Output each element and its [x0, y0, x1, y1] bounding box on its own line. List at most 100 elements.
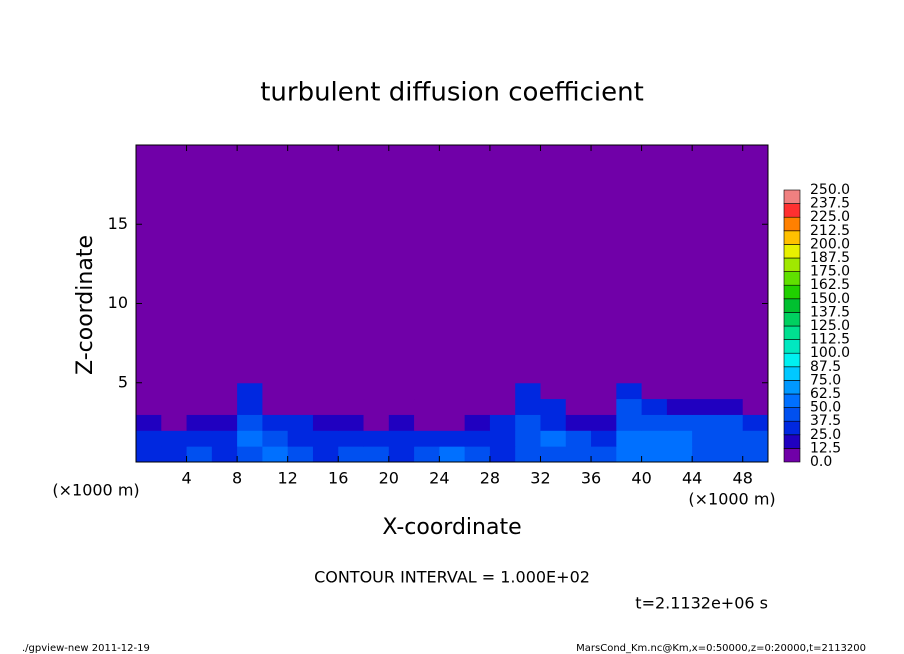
heat-cell: [591, 430, 617, 447]
colorbar-label: 187.5: [810, 250, 850, 266]
x-tick-label: 20: [379, 469, 399, 488]
heat-cell: [565, 430, 592, 447]
heat-cell: [692, 145, 718, 384]
x-tick-label: 48: [733, 469, 753, 488]
heat-cell: [186, 398, 213, 415]
heat-cell: [717, 446, 744, 463]
heat-cell: [464, 430, 491, 447]
colorbar-label: 12.5: [810, 440, 841, 456]
heat-cell: [338, 446, 365, 463]
heat-cell: [591, 382, 617, 400]
heat-cell: [565, 145, 592, 384]
heat-cell: [161, 446, 188, 463]
heat-cell: [161, 398, 188, 415]
heat-cell: [742, 430, 769, 447]
heat-cell: [489, 382, 516, 400]
heat-cell: [161, 145, 188, 384]
heat-cell: [666, 446, 693, 463]
heat-cell: [540, 382, 567, 400]
heat-cell: [186, 382, 213, 400]
heat-cell: [717, 430, 744, 447]
colorbar-label: 150.0: [810, 291, 850, 307]
heat-cell: [237, 430, 263, 447]
colorbar-label: 87.5: [810, 359, 841, 375]
colorbar-label: 62.5: [810, 386, 841, 402]
heat-cell: [338, 414, 365, 431]
colorbar-label: 0.0: [810, 454, 832, 470]
colorbar-band: [783, 420, 801, 436]
heat-cell: [489, 398, 516, 415]
contour-interval: CONTOUR INTERVAL = 1.000E+02: [314, 568, 590, 587]
heat-cell: [186, 145, 213, 384]
heat-cell: [136, 446, 162, 463]
heat-cell: [414, 382, 440, 400]
y-tick-label: 5: [118, 372, 128, 391]
heat-cell: [464, 145, 491, 384]
heat-cell: [161, 430, 188, 447]
heat-cell: [742, 382, 769, 400]
colorbar-band: [783, 298, 801, 313]
heat-cell: [641, 414, 668, 431]
colorbar-label: 250.0: [810, 182, 850, 198]
heat-cell: [414, 430, 440, 447]
colorbar-band: [783, 244, 801, 259]
heat-cell: [540, 145, 567, 384]
heat-cell: [515, 398, 541, 415]
heat-cell: [338, 145, 365, 384]
colorbar-band: [783, 216, 801, 232]
x-tick-label: 40: [631, 469, 651, 488]
heat-cell: [136, 414, 162, 431]
y-tick-label: 10: [108, 293, 128, 312]
heat-cell: [363, 398, 390, 415]
heat-cell: [591, 446, 617, 463]
heat-cell: [540, 446, 567, 463]
heat-cell: [388, 446, 415, 463]
heat-cell: [287, 398, 314, 415]
heat-cell: [464, 414, 491, 431]
colorbar-band: [783, 325, 801, 340]
heat-cell: [717, 414, 744, 431]
chart-title: turbulent diffusion coefficient: [260, 78, 644, 108]
heat-cell: [666, 414, 693, 431]
heat-cell: [439, 446, 466, 463]
colorbar-band: [783, 230, 801, 245]
heat-cell: [262, 414, 289, 431]
heat-cell: [161, 382, 188, 400]
heat-cell: [414, 414, 440, 431]
colorbar-band: [783, 352, 801, 368]
heat-cell: [312, 430, 339, 447]
heat-cell: [136, 430, 162, 447]
time-label: t=2.1132e+06 s: [635, 594, 768, 613]
heat-cell: [591, 414, 617, 431]
heat-cell: [666, 430, 693, 447]
heat-cell: [666, 382, 693, 400]
colorbar-band: [783, 284, 801, 300]
heat-cell: [363, 430, 390, 447]
colorbar-band: [783, 380, 801, 395]
heat-cell: [237, 382, 263, 400]
heat-cell: [616, 145, 643, 384]
heat-cell: [742, 398, 769, 415]
heat-cell: [414, 145, 440, 384]
heat-cell: [464, 382, 491, 400]
colorbar-label: 25.0: [810, 427, 841, 443]
colorbar-band: [783, 407, 801, 422]
heat-cell: [591, 145, 617, 384]
heat-cell: [287, 414, 314, 431]
heat-cell: [388, 382, 415, 400]
heat-cell: [641, 145, 668, 384]
heat-cell: [211, 446, 238, 463]
colorbar-label: 225.0: [810, 209, 850, 225]
heat-cell: [515, 382, 541, 400]
heat-cell: [565, 398, 592, 415]
heat-cell: [692, 446, 718, 463]
heat-cell: [237, 398, 263, 415]
heat-cell: [616, 382, 643, 400]
heat-cell: [338, 398, 365, 415]
heat-cell: [186, 414, 213, 431]
x-tick-label: 32: [530, 469, 550, 488]
heat-cell: [565, 446, 592, 463]
heat-cell: [565, 414, 592, 431]
heat-cell: [616, 430, 643, 447]
